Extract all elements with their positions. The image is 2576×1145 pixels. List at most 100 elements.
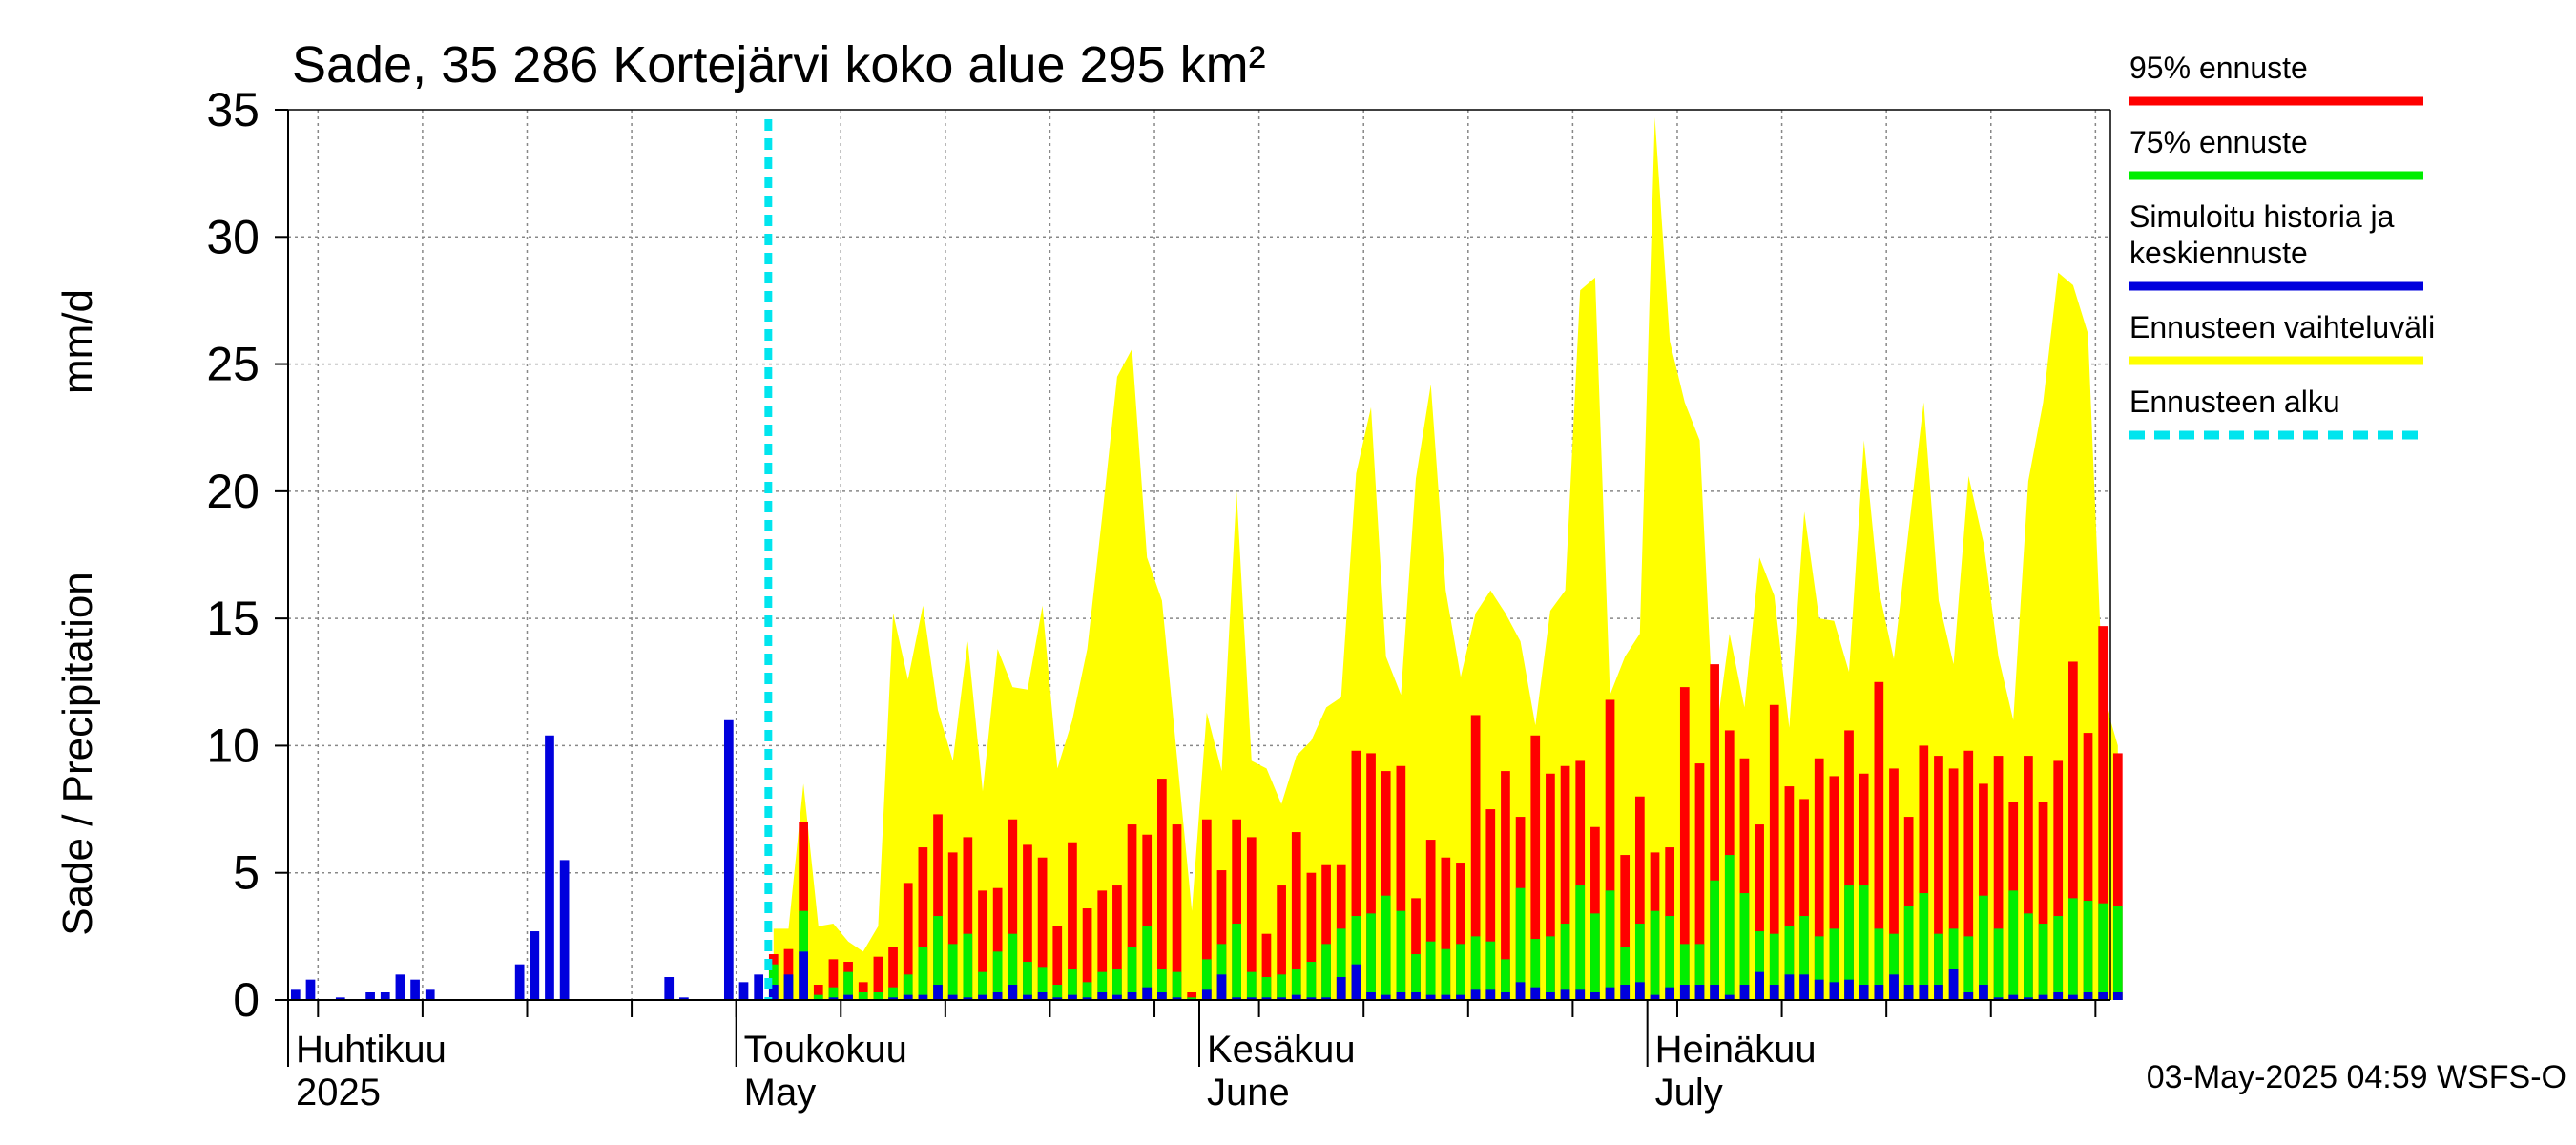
p75-bar	[1963, 936, 1974, 1000]
p75-bar	[1769, 933, 1779, 1000]
median-bar	[1396, 992, 1406, 1000]
p75-bar	[963, 933, 973, 1000]
p75-bar	[1232, 924, 1241, 1000]
y-tick-label: 10	[206, 718, 260, 772]
p75-bar	[1381, 895, 1391, 1000]
median-bar	[1232, 997, 1241, 1000]
p75-bar	[903, 974, 913, 1000]
history-bar	[305, 979, 316, 1000]
p95-bar	[858, 982, 868, 1000]
median-bar	[1306, 997, 1317, 1000]
p95-bar	[2083, 733, 2093, 1000]
p95-bar	[888, 947, 898, 1000]
p75-bar	[1456, 944, 1465, 1000]
median-bar	[1903, 985, 1914, 1000]
p75-bar	[888, 987, 898, 1000]
p75-bar	[918, 947, 928, 1000]
y-tick-label: 25	[206, 338, 260, 391]
median-bar	[1127, 992, 1137, 1000]
p95-bar	[1634, 796, 1645, 1000]
legend: 95% ennuste 75% ennuste Simuloitu historia…	[2129, 51, 2435, 440]
median-bar	[1590, 992, 1600, 1000]
p95-bar	[978, 890, 987, 1000]
p75-bar	[1993, 928, 2004, 1000]
chart-title: Sade, 35 286 Kortejärvi koko alue 295 km…	[292, 36, 1266, 94]
p75-bar	[1157, 969, 1167, 1000]
p75-bar	[2053, 916, 2064, 1000]
median-bar	[1157, 992, 1167, 1000]
p75-bar	[1710, 880, 1719, 1000]
p95-bar	[1142, 834, 1153, 1000]
p95-bar	[1934, 756, 1943, 1000]
p95-bar	[1246, 837, 1257, 1000]
p95-bar	[2053, 760, 2064, 1000]
median-bar	[1650, 994, 1660, 1000]
median-bar	[1172, 997, 1182, 1000]
median-bar	[1008, 985, 1018, 1000]
y-tick-label: 5	[233, 846, 260, 900]
p75-bar	[1127, 947, 1137, 1000]
median-bar	[2083, 992, 2093, 1000]
p95-bar	[1679, 687, 1690, 1000]
p95-bar	[813, 985, 823, 1000]
p75-bar	[1425, 941, 1436, 1000]
p95-bar	[1411, 898, 1421, 1000]
median-bar	[1963, 992, 1974, 1000]
p75-bar	[1485, 941, 1496, 1000]
median-bar	[1724, 994, 1735, 1000]
p95-bar	[918, 847, 928, 1000]
median-bar	[1993, 997, 2004, 1000]
p75-bar	[1470, 936, 1481, 1000]
y-tick-label: 0	[233, 973, 260, 1027]
median-bar	[992, 992, 1003, 1000]
p75-bar	[1097, 971, 1108, 1000]
median-bar	[2008, 994, 2019, 1000]
y-axis-label: Sade / Precipitation	[54, 572, 101, 936]
p75-bar	[1112, 969, 1122, 1000]
legend-label: 95% ennuste	[2129, 51, 2308, 85]
p95-bar	[1172, 824, 1182, 1000]
p75-bar	[1844, 885, 1854, 1000]
median-bar	[1037, 992, 1048, 1000]
history-bar	[410, 979, 420, 1000]
history-bar	[559, 860, 570, 1000]
y-tick-label: 20	[206, 465, 260, 518]
median-bar	[1799, 974, 1809, 1000]
median-bar	[1919, 985, 1929, 1000]
p75-bar	[1948, 928, 1959, 1000]
p75-bar	[1934, 933, 1943, 1000]
p75-bar	[1336, 928, 1346, 1000]
median-bar	[843, 994, 853, 1000]
history-bar	[545, 735, 554, 1000]
p75-bar	[1501, 959, 1510, 1000]
p75-bar	[1889, 933, 1899, 1000]
p95-bar	[1963, 750, 1974, 1000]
p75-bar	[1023, 962, 1032, 1000]
p95-bar	[1052, 926, 1063, 1000]
p75-bar	[1560, 924, 1570, 1000]
median-bar	[1425, 994, 1436, 1000]
p95-bar	[1739, 758, 1750, 1000]
month-sublabel: June	[1207, 1072, 1290, 1114]
p75-bar	[1530, 939, 1541, 1000]
median-bar	[1216, 974, 1227, 1000]
median-bar	[1485, 989, 1496, 1000]
p75-bar	[1216, 944, 1227, 1000]
p75-bar	[1590, 913, 1600, 1000]
p75-bar	[1306, 962, 1317, 1000]
median-bar	[1889, 974, 1899, 1000]
p75-bar	[1277, 974, 1286, 1000]
p95-bar	[2024, 756, 2033, 1000]
p95-bar	[1694, 763, 1705, 1000]
legend-label: Ennusteen alku	[2129, 385, 2340, 419]
p95-bar	[1306, 872, 1317, 1000]
p95-bar	[1874, 681, 1884, 1000]
median-bar	[1052, 997, 1063, 1000]
p75-bar	[947, 944, 958, 1000]
median-bar	[1112, 994, 1122, 1000]
history-bar	[530, 931, 540, 1000]
p75-bar	[978, 971, 987, 1000]
p95-bar	[903, 883, 913, 1000]
p95-bar	[1112, 885, 1122, 1000]
